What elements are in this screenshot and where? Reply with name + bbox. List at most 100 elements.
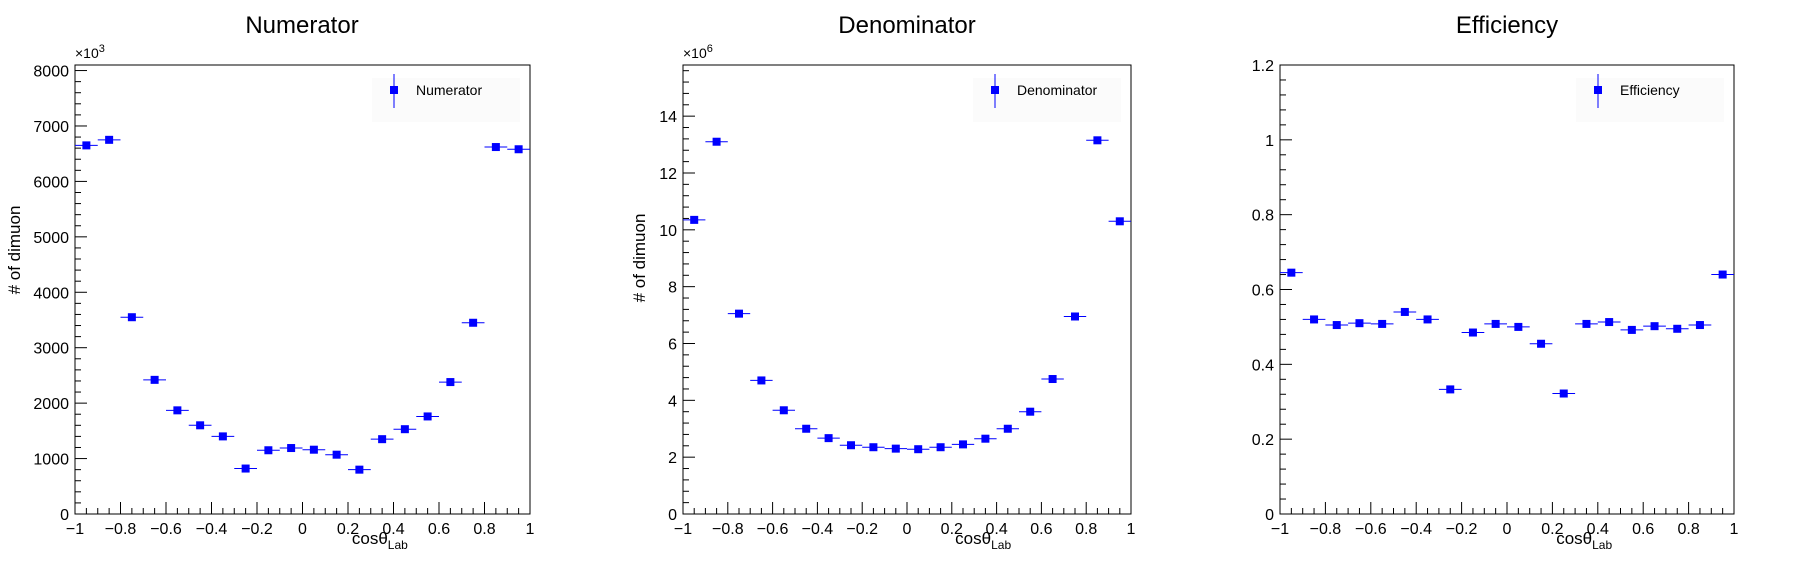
data-point [1310, 315, 1319, 324]
chart-panel-3: Efficiency −1 −0.8 −0.6 −0.4 −0.2 0 0.2 0.4 0.6 0.… [1252, 12, 1739, 552]
data-point [802, 424, 811, 433]
legend-box [973, 78, 1121, 122]
x-tick-label: −0.6 [757, 521, 789, 538]
data-point [1718, 270, 1727, 279]
x-axis-label: cosθLab [955, 529, 1011, 552]
data-point [869, 443, 878, 452]
y-tick-label: 2 [668, 450, 677, 467]
y-tick-label: 0 [1265, 507, 1274, 524]
chart-title: Denominator [838, 12, 975, 39]
data-point [1650, 322, 1659, 331]
data-point [847, 441, 855, 450]
x-tick-label: 0.6 [1030, 521, 1052, 538]
legend: Efficiency [1576, 74, 1724, 122]
data-point [1332, 321, 1341, 330]
x-tick-label: −0.4 [1400, 521, 1432, 538]
data-point [1468, 328, 1477, 337]
chart-title: Numerator [245, 12, 358, 39]
data-point [779, 406, 788, 415]
y-tick-label: 4000 [33, 285, 69, 302]
x-tick-label: −0.8 [1310, 521, 1342, 538]
chart-title: Efficiency [1456, 12, 1558, 39]
x-tick-label: −0.8 [712, 521, 744, 538]
data-point [1695, 321, 1704, 330]
data-point [824, 434, 833, 443]
y-tick-label: 10 [659, 223, 677, 240]
y-axis-label: # of dimuon [630, 214, 649, 303]
data-point [1673, 324, 1682, 333]
x-tick-label: −1 [674, 521, 692, 538]
data-point [196, 421, 205, 430]
x-tick-label: 1 [526, 521, 535, 538]
x-tick-label: −0.6 [150, 521, 182, 538]
data-point [1559, 389, 1568, 398]
data-point [423, 412, 432, 421]
legend-marker-icon [1594, 86, 1602, 94]
y-tick-label: 0.8 [1252, 208, 1274, 225]
x-tick-label: −1 [66, 521, 84, 538]
x-tick-label: −0.4 [802, 521, 834, 538]
data-point [1537, 339, 1546, 348]
data-point [150, 375, 159, 384]
y-multiplier: ×106 [683, 43, 713, 61]
data-point [1287, 268, 1296, 277]
x-tick-label: −0.2 [1446, 521, 1478, 538]
x-tick-label: −1 [1271, 521, 1289, 538]
x-tick-label: 0 [298, 521, 307, 538]
data-point [1423, 315, 1432, 324]
data-point [1605, 318, 1614, 327]
x-axis-label: cosθLab [352, 529, 408, 552]
legend: Numerator [372, 74, 520, 122]
y-tick-label: 1000 [33, 452, 69, 469]
y-tick-label: 6000 [33, 174, 69, 191]
data-point [127, 313, 136, 322]
data-point [241, 464, 250, 473]
x-tick-label: 0.8 [1075, 521, 1097, 538]
x-tick-label: 1 [1127, 521, 1136, 538]
y-tick-label: 7000 [33, 119, 69, 136]
x-tick-label: 0.2 [337, 521, 359, 538]
x-tick-label: 0.6 [1632, 521, 1654, 538]
y-tick-label: 0.2 [1252, 432, 1274, 449]
data-point [332, 450, 341, 459]
data-point [400, 425, 409, 434]
x-tick-label: 0.4 [1587, 521, 1609, 538]
data-point [1446, 385, 1455, 394]
legend-box [1576, 78, 1724, 122]
y-tick-label: 0.6 [1252, 283, 1274, 300]
y-tick-label: 14 [659, 109, 677, 126]
data-point [82, 141, 91, 150]
x-tick-label: 1 [1730, 521, 1739, 538]
data-point [1400, 307, 1409, 316]
data-point [218, 432, 227, 441]
x-tick-label: 0.4 [985, 521, 1007, 538]
y-tick-label: 1 [1265, 133, 1274, 150]
x-tick-label: 0 [1503, 521, 1512, 538]
data-point [1378, 319, 1387, 328]
x-tick-label: 0.6 [428, 521, 450, 538]
x-tick-label: 0.2 [1541, 521, 1563, 538]
data-point [1355, 319, 1364, 328]
data-point [469, 318, 478, 327]
data-point [1115, 217, 1124, 226]
data-point [287, 444, 296, 453]
legend-marker-icon [991, 86, 999, 94]
y-multiplier: ×103 [75, 43, 105, 61]
data-point [309, 445, 318, 454]
x-tick-label: −0.4 [196, 521, 228, 538]
data-point [690, 215, 699, 224]
data-point [105, 135, 114, 144]
legend: Denominator [973, 74, 1121, 122]
data-point [1071, 312, 1079, 321]
data-point [735, 309, 743, 318]
data-point [1627, 325, 1636, 334]
data-point [936, 443, 945, 452]
data-point [173, 406, 182, 415]
x-tick-label: 0.4 [382, 521, 404, 538]
legend-label: Numerator [416, 82, 482, 98]
data-point [1093, 136, 1102, 145]
data-point [981, 434, 990, 443]
x-axis-label: cosθLab [1556, 529, 1612, 552]
y-tick-label: 3000 [33, 341, 69, 358]
